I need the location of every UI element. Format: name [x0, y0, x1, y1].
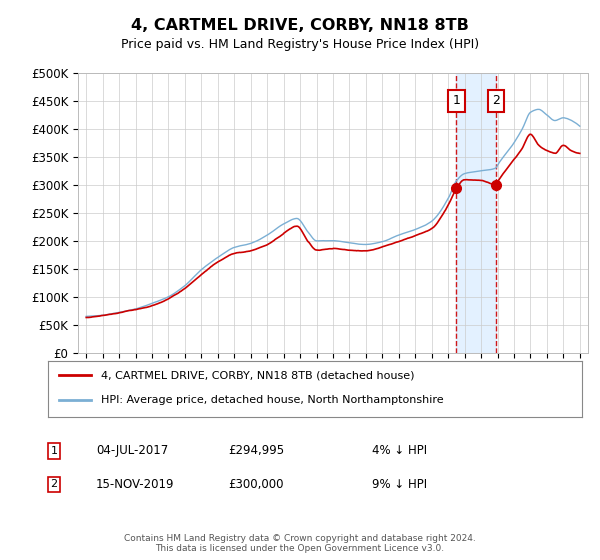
Text: 1: 1 — [50, 446, 58, 456]
Text: 9% ↓ HPI: 9% ↓ HPI — [372, 478, 427, 491]
Text: 4% ↓ HPI: 4% ↓ HPI — [372, 444, 427, 458]
Text: 4, CARTMEL DRIVE, CORBY, NN18 8TB (detached house): 4, CARTMEL DRIVE, CORBY, NN18 8TB (detac… — [101, 370, 415, 380]
Text: £294,995: £294,995 — [228, 444, 284, 458]
Text: £300,000: £300,000 — [228, 478, 284, 491]
Text: 4, CARTMEL DRIVE, CORBY, NN18 8TB: 4, CARTMEL DRIVE, CORBY, NN18 8TB — [131, 18, 469, 32]
Bar — [457, 73, 496, 353]
Text: 1: 1 — [452, 94, 460, 108]
Text: 2: 2 — [50, 479, 58, 489]
Text: Price paid vs. HM Land Registry's House Price Index (HPI): Price paid vs. HM Land Registry's House … — [121, 38, 479, 52]
Text: 2: 2 — [492, 94, 500, 108]
Text: 15-NOV-2019: 15-NOV-2019 — [96, 478, 175, 491]
Text: 04-JUL-2017: 04-JUL-2017 — [96, 444, 168, 458]
Text: HPI: Average price, detached house, North Northamptonshire: HPI: Average price, detached house, Nort… — [101, 395, 444, 405]
Text: Contains HM Land Registry data © Crown copyright and database right 2024.
This d: Contains HM Land Registry data © Crown c… — [124, 534, 476, 553]
